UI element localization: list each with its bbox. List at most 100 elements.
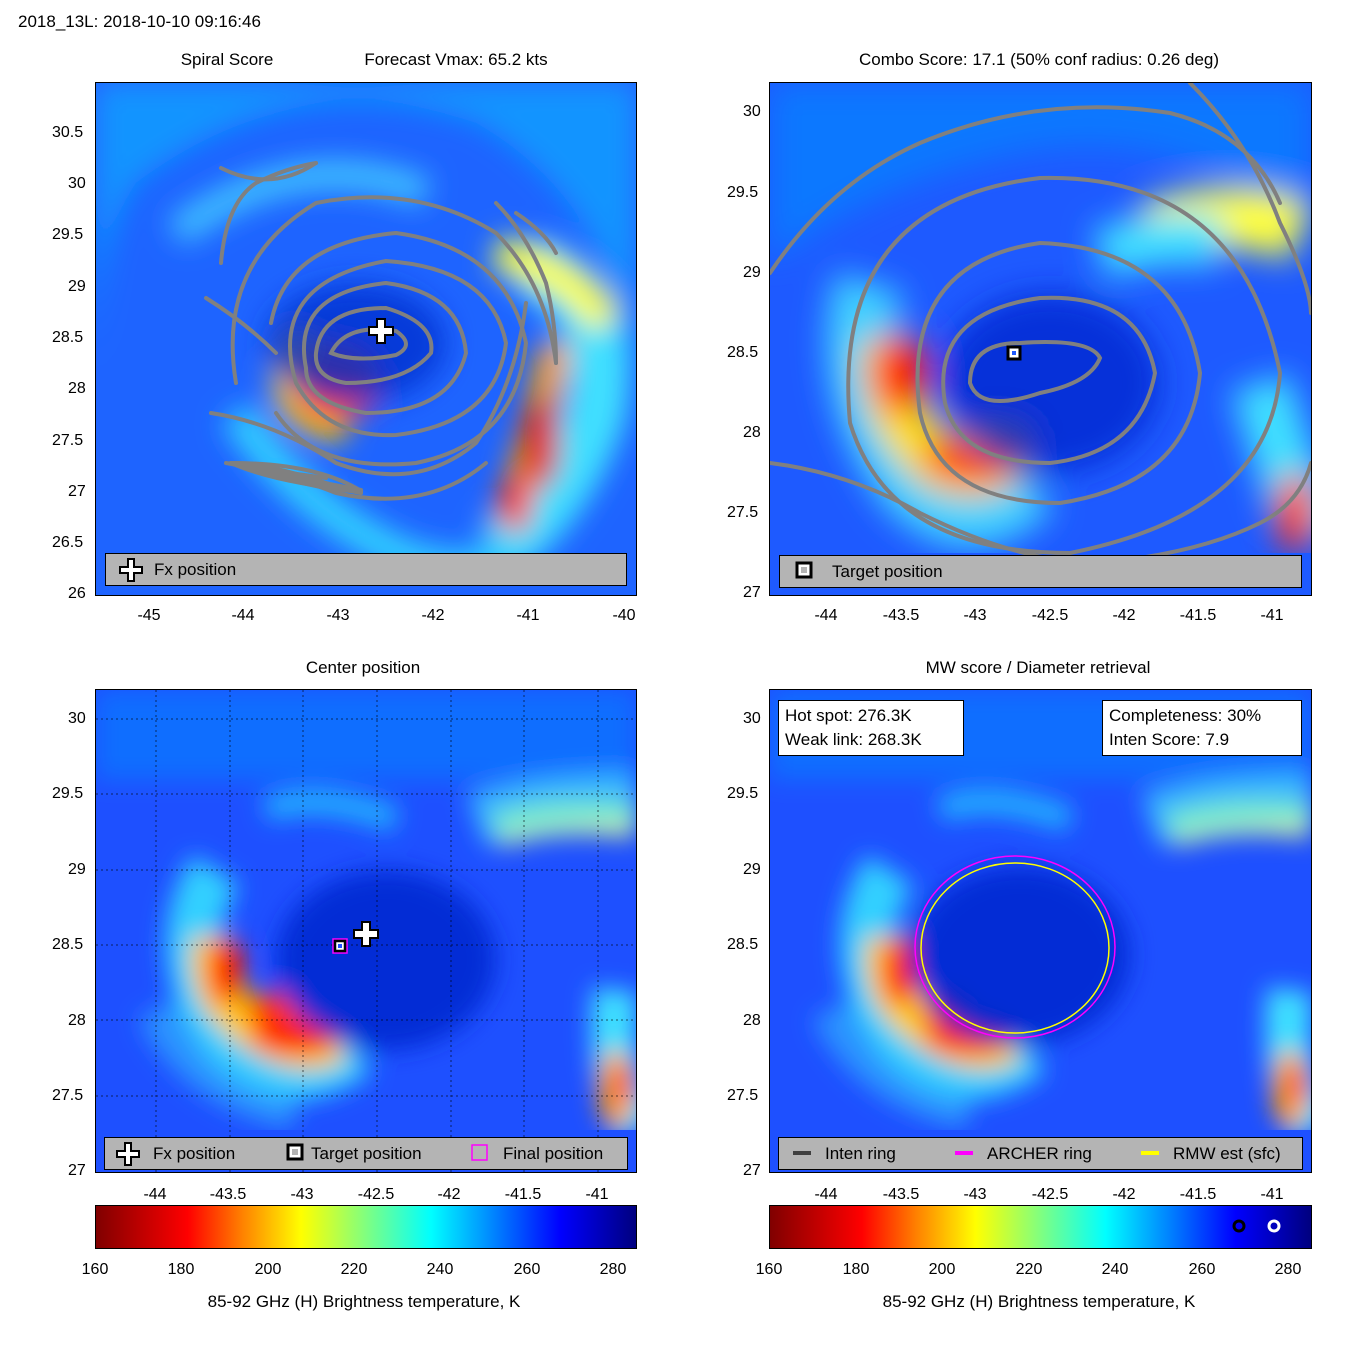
mw-xtick--42.5: -42.5 — [1031, 1186, 1069, 1203]
center-legend-final: Final position — [503, 1144, 604, 1163]
center-ytick-29: 29 — [68, 861, 86, 878]
combo-legend-target: Target position — [832, 562, 943, 581]
center-title: Center position — [305, 658, 421, 677]
spiral-score-heatmap — [96, 83, 636, 595]
mw-ytick-28.5: 28.5 — [727, 936, 759, 953]
combo-legend: Target position — [779, 555, 1302, 588]
hot-spot-marker — [1267, 1219, 1281, 1233]
spiral-score-plot: Fx position — [95, 82, 637, 596]
spiral-ytick-27.5: 27.5 — [52, 432, 84, 449]
spiral-title: Spiral Score — [180, 50, 274, 69]
spiral-xtick--44: -44 — [231, 607, 255, 624]
rmw-est-icon — [1141, 1151, 1159, 1155]
center-fx-marker — [353, 921, 379, 947]
mw-legend-archer: ARCHER ring — [987, 1144, 1092, 1163]
mw-info-left: Hot spot: 276.3K Weak link: 268.3K — [778, 700, 964, 756]
cbar-right-tick-280: 280 — [1274, 1261, 1302, 1278]
figure-title: 2018_13L: 2018-10-10 09:16:46 — [18, 12, 261, 31]
cbar-left-tick-240: 240 — [426, 1261, 454, 1278]
combo-title: Combo Score: 17.1 (50% conf radius: 0.26… — [858, 50, 1220, 69]
combo-xtick--43.5: -43.5 — [882, 607, 920, 624]
spiral-legend-fx: Fx position — [154, 560, 237, 579]
completeness-value: Completeness: 30% — [1109, 706, 1262, 725]
cbar-left-tick-200: 200 — [254, 1261, 282, 1278]
spiral-xtick--41: -41 — [516, 607, 540, 624]
mw-ytick-28: 28 — [743, 1012, 761, 1029]
center-legend-target: Target position — [311, 1144, 422, 1163]
archer-ring-icon — [955, 1151, 973, 1155]
combo-ytick-27: 27 — [743, 584, 761, 601]
spiral-xtick--43: -43 — [326, 607, 350, 624]
center-ytick-30: 30 — [68, 710, 86, 727]
mw-info-right: Completeness: 30% Inten Score: 7.9 — [1102, 700, 1302, 756]
center-legend-fx: Fx position — [153, 1144, 236, 1163]
combo-ytick-29: 29 — [743, 264, 761, 281]
forecast-vmax-title: Forecast Vmax: 65.2 kts — [364, 50, 548, 69]
combo-xtick--42: -42 — [1112, 607, 1136, 624]
mw-legend-rmw: RMW est (sfc) — [1173, 1144, 1281, 1163]
spiral-fx-marker — [368, 318, 394, 344]
center-ytick-28.5: 28.5 — [52, 936, 84, 953]
inten-score-value: Inten Score: 7.9 — [1109, 730, 1230, 749]
target-position-icon — [795, 561, 813, 579]
spiral-xtick--42: -42 — [421, 607, 445, 624]
final-position-icon — [471, 1144, 488, 1161]
mw-score-plot: Hot spot: 276.3K Weak link: 268.3K Compl… — [769, 689, 1312, 1173]
spiral-xtick--45: -45 — [137, 607, 161, 624]
mw-title: MW score / Diameter retrieval — [925, 658, 1151, 677]
mw-xtick--44: -44 — [814, 1186, 838, 1203]
center-target-position-icon — [286, 1143, 304, 1161]
colorbar-right — [769, 1205, 1312, 1249]
cbar-left-tick-260: 260 — [513, 1261, 541, 1278]
spiral-ytick-29.5: 29.5 — [52, 226, 84, 243]
cbar-left-tick-180: 180 — [167, 1261, 195, 1278]
hot-spot-value: Hot spot: 276.3K — [785, 706, 912, 725]
cbar-left-tick-220: 220 — [340, 1261, 368, 1278]
combo-ytick-27.5: 27.5 — [727, 504, 759, 521]
colorbar-left-label: 85-92 GHz (H) Brightness temperature, K — [207, 1292, 521, 1311]
center-ytick-29.5: 29.5 — [52, 785, 84, 802]
mw-ytick-30: 30 — [743, 710, 761, 727]
combo-xtick--41.5: -41.5 — [1179, 607, 1217, 624]
mw-xtick--41.5: -41.5 — [1179, 1186, 1217, 1203]
spiral-ytick-30: 30 — [68, 175, 86, 192]
combo-score-plot: Target position — [769, 82, 1312, 596]
weak-link-value: Weak link: 268.3K — [785, 730, 922, 749]
combo-xtick--41: -41 — [1260, 607, 1284, 624]
cbar-left-tick-160: 160 — [81, 1261, 109, 1278]
combo-xtick--43: -43 — [963, 607, 987, 624]
spiral-ytick-27: 27 — [68, 483, 86, 500]
fx-position-icon — [119, 558, 143, 582]
archer-ring — [914, 855, 1116, 1039]
combo-xtick--44: -44 — [814, 607, 838, 624]
cbar-right-tick-200: 200 — [928, 1261, 956, 1278]
mw-ytick-27: 27 — [743, 1162, 761, 1179]
spiral-legend: Fx position — [105, 553, 627, 586]
center-xtick--43.5: -43.5 — [209, 1186, 247, 1203]
center-position-plot: Fx position Target position Final positi… — [95, 689, 637, 1173]
center-ytick-28: 28 — [68, 1012, 86, 1029]
colorbar-markers — [1232, 1219, 1281, 1233]
spiral-contours — [204, 161, 558, 501]
center-legend: Fx position Target position Final positi… — [104, 1137, 628, 1170]
center-final-marker — [332, 938, 348, 954]
combo-xtick--42.5: -42.5 — [1031, 607, 1069, 624]
spiral-xtick--40: -40 — [612, 607, 636, 624]
center-position-heatmap — [96, 690, 636, 1172]
weak-link-marker — [1232, 1219, 1246, 1233]
spiral-ytick-28: 28 — [68, 380, 86, 397]
spiral-ytick-29: 29 — [68, 278, 86, 295]
center-xtick--41: -41 — [585, 1186, 609, 1203]
colorbar-left — [95, 1205, 637, 1249]
mw-xtick--42: -42 — [1112, 1186, 1136, 1203]
combo-ytick-29.5: 29.5 — [727, 184, 759, 201]
inten-ring-icon — [793, 1151, 811, 1155]
colorbar-right-label: 85-92 GHz (H) Brightness temperature, K — [882, 1292, 1196, 1311]
mw-ytick-29: 29 — [743, 861, 761, 878]
combo-ytick-30: 30 — [743, 103, 761, 120]
spiral-ytick-26: 26 — [68, 585, 86, 602]
center-ytick-27.5: 27.5 — [52, 1087, 84, 1104]
rmw-ring — [920, 862, 1110, 1034]
mw-legend: Inten ring ARCHER ring RMW est (sfc) — [778, 1137, 1303, 1170]
mw-xtick--43.5: -43.5 — [882, 1186, 920, 1203]
